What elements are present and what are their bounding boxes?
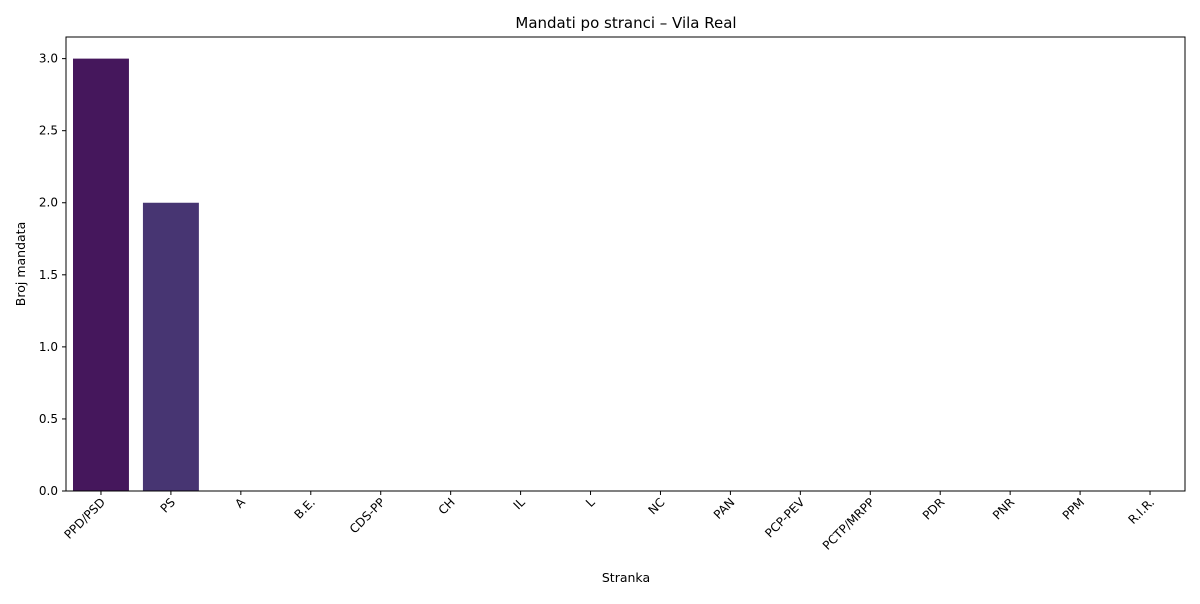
x-tick-label: PAN: [711, 495, 738, 522]
y-tick-label: 0.0: [39, 484, 58, 498]
x-tick-label: B.E.: [291, 495, 317, 521]
y-axis: 0.0 0.5 1.0 1.5 2.0 2.5 3.0: [39, 52, 66, 498]
bar-1: [142, 202, 199, 491]
x-tick-label: PCP-PEV: [762, 495, 808, 541]
y-tick-label: 2.5: [39, 124, 58, 138]
x-tick-label: IL: [511, 495, 528, 512]
x-tick-label: R.I.R.: [1125, 495, 1157, 527]
y-axis-label: Broj mandata: [13, 222, 28, 306]
x-tick-label: A: [232, 495, 248, 511]
y-tick-label: 2.0: [39, 196, 58, 210]
y-tick-label: 1.5: [39, 268, 58, 282]
x-tick-label: NC: [645, 495, 667, 517]
x-tick-label: PNR: [990, 495, 1017, 522]
bar-0: [72, 58, 129, 491]
y-tick-label: 0.5: [39, 412, 58, 426]
x-axis-label: Stranka: [602, 570, 650, 585]
y-tick-label: 1.0: [39, 340, 58, 354]
chart-title: Mandati po stranci – Vila Real: [515, 14, 736, 32]
plot-frame: [65, 36, 1186, 492]
x-tick-label: PS: [158, 495, 178, 515]
x-tick-label: PPD/PSD: [62, 495, 109, 542]
x-axis: PPD/PSD PS A B.E. CDS-PP CH IL L NC PAN PCP-PEV PCT…: [62, 491, 1157, 553]
x-tick-label: CH: [436, 495, 458, 517]
plot-area: [65, 36, 1186, 492]
x-tick-label: PPM: [1060, 495, 1087, 522]
x-tick-label: PCTP/MRPP: [820, 495, 878, 553]
x-tick-label: CDS-PP: [347, 495, 388, 536]
y-tick-label: 3.0: [39, 52, 58, 66]
x-tick-label: PDR: [920, 495, 947, 522]
x-tick-label: L: [583, 495, 598, 510]
